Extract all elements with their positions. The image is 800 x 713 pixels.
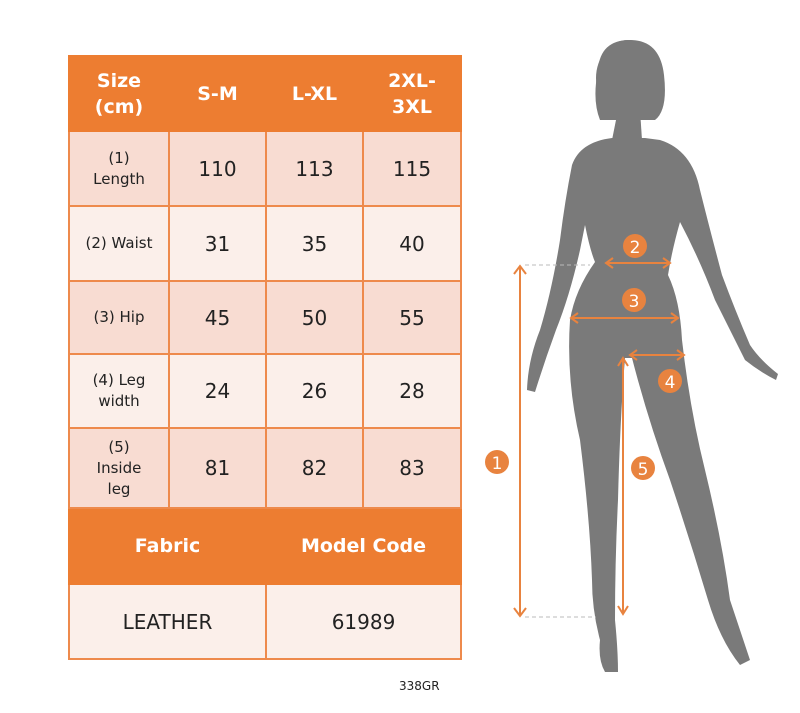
cell: 82 [265, 427, 364, 509]
header-row: Size (cm) S-M L-XL 2XL- 3XL [68, 55, 462, 132]
header-text: Size (cm) [94, 69, 144, 118]
marker-4 [658, 369, 682, 393]
fabric-value: LEATHER [68, 583, 267, 660]
cell: 115 [362, 130, 462, 207]
table-row: (4) Leg width 24 26 28 [68, 353, 462, 429]
model-code-header: Model Code [265, 507, 462, 585]
measurement-markers: 1 2 3 4 5 [485, 234, 682, 480]
marker-3-label: 3 [629, 292, 640, 312]
guide-lines [525, 264, 596, 618]
header-text: 2XL- 3XL [388, 69, 436, 118]
product-code: 338GR [399, 679, 440, 693]
cell: 45 [168, 280, 267, 355]
cell: 28 [362, 353, 462, 429]
marker-4-label: 4 [665, 373, 676, 393]
cell: 35 [265, 205, 364, 282]
marker-2 [623, 234, 647, 258]
measurement-arrows [513, 257, 686, 618]
fabric-header: Fabric [68, 507, 267, 585]
table-row: (1) Length 110 113 115 [68, 130, 462, 207]
size-chart-table: Size (cm) S-M L-XL 2XL- 3XL (1) Length 1… [68, 55, 462, 660]
woman-silhouette [527, 40, 778, 672]
cell: 55 [362, 280, 462, 355]
header-2xl-3xl: 2XL- 3XL [362, 55, 462, 132]
footer-value-row: LEATHER 61989 [68, 583, 462, 660]
marker-5-label: 5 [638, 460, 649, 480]
header-size: Size (cm) [68, 55, 170, 132]
table-row: (2) Waist 31 35 40 [68, 205, 462, 282]
footer-header-row: Fabric Model Code [68, 507, 462, 585]
header-text: L-XL [291, 82, 338, 105]
table-row: (5) Inside leg 81 82 83 [68, 427, 462, 509]
cell: 81 [168, 427, 267, 509]
cell: 31 [168, 205, 267, 282]
marker-2-label: 2 [630, 238, 641, 258]
row-label: (5) Inside leg [68, 427, 170, 509]
row-label: (4) Leg width [68, 353, 170, 429]
row-label: (2) Waist [68, 205, 170, 282]
cell: 110 [168, 130, 267, 207]
model-code-value: 61989 [265, 583, 462, 660]
row-label: (3) Hip [68, 280, 170, 355]
header-s-m: S-M [168, 55, 267, 132]
cell: 113 [265, 130, 364, 207]
marker-5 [631, 456, 655, 480]
row-label: (1) Length [68, 130, 170, 207]
marker-3 [622, 288, 646, 312]
table-row: (3) Hip 45 50 55 [68, 280, 462, 355]
header-text: S-M [197, 82, 238, 105]
cell: 83 [362, 427, 462, 509]
cell: 40 [362, 205, 462, 282]
cell: 50 [265, 280, 364, 355]
marker-1 [485, 450, 509, 474]
header-l-xl: L-XL [265, 55, 364, 132]
cell: 26 [265, 353, 364, 429]
cell: 24 [168, 353, 267, 429]
marker-1-label: 1 [492, 454, 503, 474]
